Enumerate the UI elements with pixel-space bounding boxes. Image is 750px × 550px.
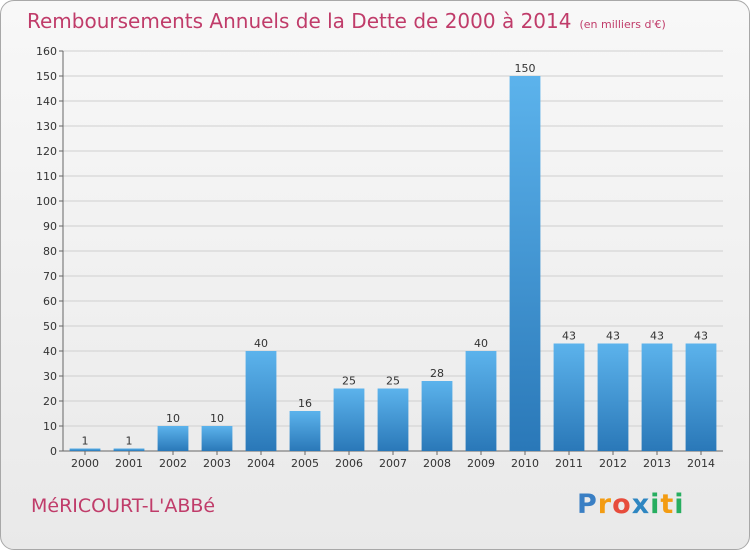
bar-value-label: 25 (342, 375, 356, 388)
y-tick-label: 120 (36, 145, 57, 158)
y-tick-label: 60 (43, 295, 57, 308)
x-tick-label: 2007 (379, 457, 407, 470)
logo-letter: i (674, 489, 685, 520)
y-tick-label: 0 (50, 445, 57, 458)
bar-value-label: 43 (606, 330, 620, 343)
bar-2008 (421, 381, 453, 451)
x-tick-label: 2006 (335, 457, 363, 470)
x-tick-label: 2000 (71, 457, 99, 470)
y-tick-label: 140 (36, 95, 57, 108)
y-tick-label: 160 (36, 45, 57, 58)
chart-title-text: Remboursements Annuels de la Dette de 20… (27, 9, 572, 33)
bar-2011 (553, 343, 585, 451)
logo-letter: r (597, 489, 613, 520)
bar-2001 (113, 448, 145, 451)
commune-name: MéRICOURT-L'ABBé (31, 495, 216, 517)
bar-value-label: 150 (515, 62, 536, 75)
bar-2013 (641, 343, 673, 451)
y-tick-label: 40 (43, 345, 57, 358)
logo-letter: P (577, 489, 598, 520)
logo-letter: i (650, 489, 661, 520)
bar-value-label: 10 (210, 412, 224, 425)
x-tick-label: 2010 (511, 457, 539, 470)
bar-value-label: 43 (562, 330, 576, 343)
bar-value-label: 1 (126, 435, 133, 448)
x-tick-label: 2013 (643, 457, 671, 470)
x-tick-label: 2009 (467, 457, 495, 470)
bar-2012 (597, 343, 629, 451)
x-tick-label: 2014 (687, 457, 715, 470)
bar-2000 (69, 448, 101, 451)
bar-value-label: 43 (694, 330, 708, 343)
data-labels: 1 1 10 10 40 16 25 25 28 40 150 43 43 43 43 (82, 62, 709, 448)
bar-2005 (289, 411, 321, 451)
y-tick-label: 100 (36, 195, 57, 208)
y-tick-label: 90 (43, 220, 57, 233)
logo-letter: t (660, 489, 675, 520)
bar-2007 (377, 388, 409, 451)
bar-2003 (201, 426, 233, 451)
bar-2006 (333, 388, 365, 451)
y-tick-label: 30 (43, 370, 57, 383)
x-tick-label: 2008 (423, 457, 451, 470)
x-tick-label: 2003 (203, 457, 231, 470)
y-tick-label: 20 (43, 395, 57, 408)
logo-letter: o (612, 489, 632, 520)
x-tick-label: 2002 (159, 457, 187, 470)
bar-2009 (465, 351, 497, 451)
bar-value-label: 10 (166, 412, 180, 425)
y-tick-label: 10 (43, 420, 57, 433)
bar-value-label: 40 (474, 337, 488, 350)
proxiti-logo: Proxiti (577, 489, 685, 520)
bars (69, 76, 717, 451)
chart-title: Remboursements Annuels de la Dette de 20… (27, 9, 666, 33)
chart-unit: (en milliers d'€) (579, 18, 666, 31)
x-tick-label: 2004 (247, 457, 275, 470)
axes: 0102030405060708090100110120130140150160… (36, 45, 723, 470)
y-tick-label: 50 (43, 320, 57, 333)
x-tick-label: 2012 (599, 457, 627, 470)
x-tick-label: 2001 (115, 457, 143, 470)
x-tick-label: 2005 (291, 457, 319, 470)
y-tick-label: 70 (43, 270, 57, 283)
y-tick-label: 130 (36, 120, 57, 133)
y-tick-label: 80 (43, 245, 57, 258)
bar-value-label: 40 (254, 337, 268, 350)
bar-value-label: 43 (650, 330, 664, 343)
bar-2014 (685, 343, 717, 451)
bar-value-label: 16 (298, 397, 312, 410)
y-tick-label: 150 (36, 70, 57, 83)
logo-letter: x (631, 489, 651, 520)
bar-2002 (157, 426, 189, 451)
bar-2004 (245, 351, 277, 451)
bar-value-label: 25 (386, 375, 400, 388)
bar-value-label: 28 (430, 367, 444, 380)
bar-value-label: 1 (82, 435, 89, 448)
y-tick-label: 110 (36, 170, 57, 183)
x-tick-label: 2011 (555, 457, 583, 470)
bar-2010 (509, 76, 541, 451)
